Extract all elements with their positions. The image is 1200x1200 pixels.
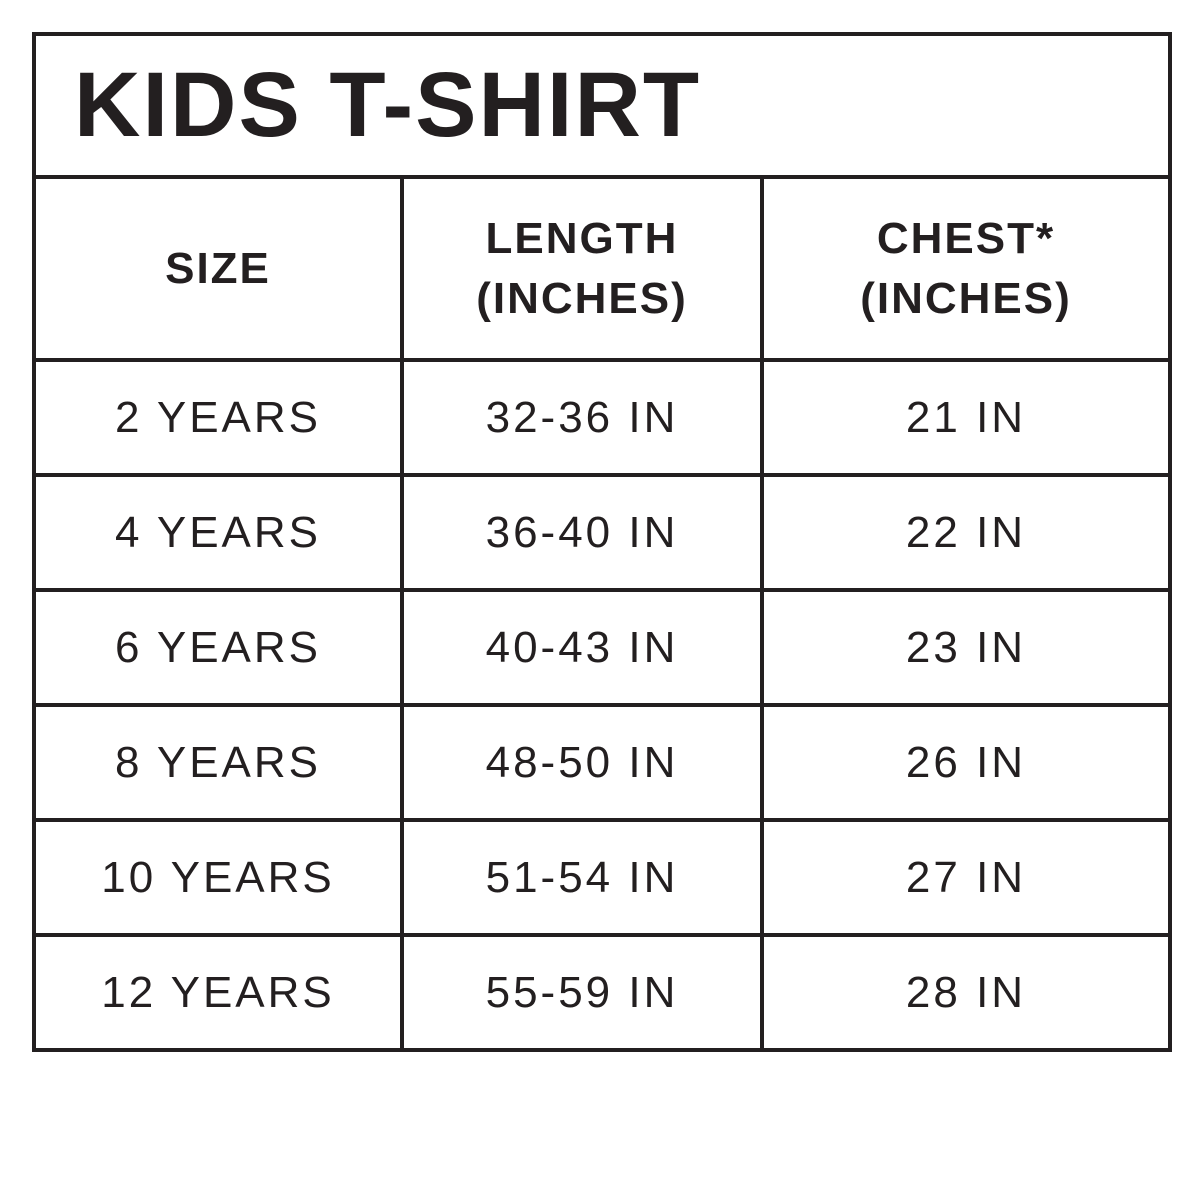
length-cell: 36-40 IN [400, 473, 764, 592]
size-cell: 8 YEARS [32, 703, 404, 822]
table-header-row: SIZE LENGTH (INCHES) CHEST* (INCHES) [32, 175, 1172, 362]
chest-cell: 27 IN [760, 818, 1172, 937]
size-cell: 10 YEARS [32, 818, 404, 937]
chest-cell: 23 IN [760, 588, 1172, 707]
chest-cell: 22 IN [760, 473, 1172, 592]
length-cell: 55-59 IN [400, 933, 764, 1052]
length-cell: 51-54 IN [400, 818, 764, 937]
table-row: 4 YEARS 36-40 IN 22 IN [32, 473, 1172, 592]
column-header-length-line2: (INCHES) [476, 273, 688, 323]
chest-cell: 28 IN [760, 933, 1172, 1052]
chest-cell: 26 IN [760, 703, 1172, 822]
size-cell: 6 YEARS [32, 588, 404, 707]
size-cell: 4 YEARS [32, 473, 404, 592]
column-header-chest-line2: (INCHES) [860, 273, 1072, 323]
length-cell: 40-43 IN [400, 588, 764, 707]
title-row: KIDS T-SHIRT [32, 32, 1172, 179]
column-header-chest-line1: CHEST* [876, 214, 1056, 264]
table-row: 6 YEARS 40-43 IN 23 IN [32, 588, 1172, 707]
chart-title: KIDS T-SHIRT [74, 54, 702, 156]
length-cell: 32-36 IN [400, 358, 764, 477]
column-header-size: SIZE [32, 175, 404, 362]
chart-title-cell: KIDS T-SHIRT [32, 32, 1172, 179]
size-cell: 2 YEARS [32, 358, 404, 477]
chest-cell: 21 IN [760, 358, 1172, 477]
column-header-length-line1: LENGTH [485, 214, 679, 264]
column-header-chest: CHEST* (INCHES) [760, 175, 1172, 362]
table-row: 8 YEARS 48-50 IN 26 IN [32, 703, 1172, 822]
table-row: 2 YEARS 32-36 IN 21 IN [32, 358, 1172, 477]
column-header-length: LENGTH (INCHES) [400, 175, 764, 362]
table-row: 12 YEARS 55-59 IN 28 IN [32, 933, 1172, 1052]
size-cell: 12 YEARS [32, 933, 404, 1052]
column-header-size-label: SIZE [165, 243, 271, 293]
table-row: 10 YEARS 51-54 IN 27 IN [32, 818, 1172, 937]
length-cell: 48-50 IN [400, 703, 764, 822]
size-chart-table: KIDS T-SHIRT SIZE LENGTH (INCHES) CHEST*… [32, 32, 1172, 1052]
